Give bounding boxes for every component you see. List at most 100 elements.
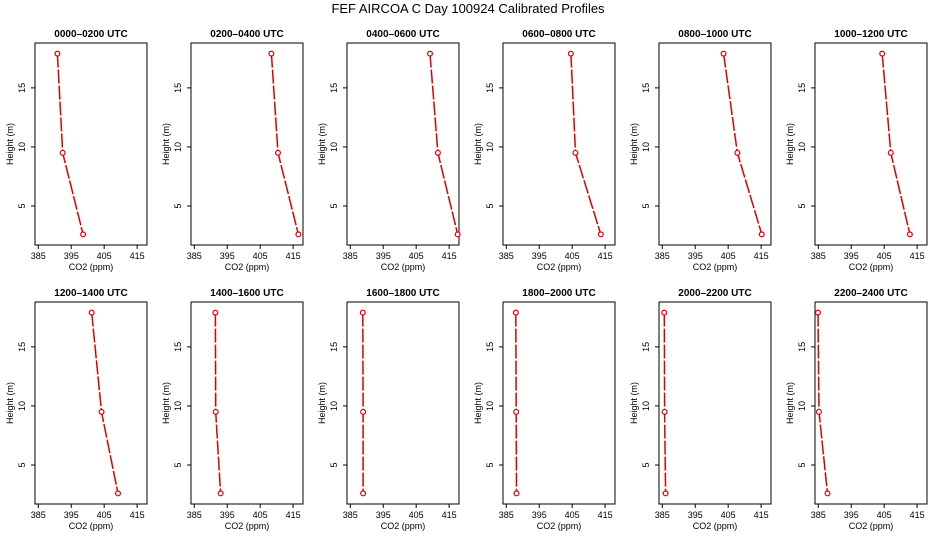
data-point	[274, 149, 281, 156]
data-point	[662, 490, 669, 497]
panel-title: 0200–0400 UTC	[210, 29, 283, 40]
plot-frame	[190, 301, 304, 505]
data-point	[661, 309, 668, 316]
data-point	[54, 50, 61, 57]
panel-title: 0800–1000 UTC	[678, 29, 751, 40]
y-axis-label: Height (m)	[785, 382, 795, 424]
data-point	[454, 231, 461, 238]
x-tick-label: 395	[844, 510, 859, 520]
x-axis-label: CO2 (ppm)	[537, 262, 582, 272]
panel-title: 1600–1800 UTC	[366, 288, 439, 299]
y-tick-label: 15	[641, 83, 651, 93]
data-point	[906, 231, 913, 238]
x-tick-label: 405	[253, 510, 268, 520]
x-tick-label: 405	[565, 251, 580, 261]
x-tick-label: 395	[844, 251, 859, 261]
y-tick-label: 15	[485, 342, 495, 352]
plot-frame	[190, 42, 304, 246]
y-axis-label: Height (m)	[629, 123, 639, 165]
panel-title: 2200–2400 UTC	[834, 288, 907, 299]
y-tick-label: 15	[17, 342, 27, 352]
data-point	[217, 490, 224, 497]
x-tick-label: 385	[655, 510, 670, 520]
plot-frame	[34, 42, 148, 246]
x-tick-label: 405	[721, 251, 736, 261]
y-tick-label: 10	[173, 142, 183, 152]
y-tick-label: 5	[797, 463, 807, 468]
x-tick-label: 395	[688, 510, 703, 520]
profile-line	[881, 53, 911, 235]
data-point	[734, 149, 741, 156]
y-tick-label: 5	[329, 204, 339, 209]
data-point	[80, 231, 87, 238]
panel-title: 1200–1400 UTC	[54, 288, 127, 299]
x-tick-label: 405	[721, 510, 736, 520]
data-point	[597, 231, 604, 238]
x-tick-label: 415	[910, 510, 925, 520]
y-tick-label: 5	[17, 463, 27, 468]
x-tick-label: 385	[811, 251, 826, 261]
y-axis-label: Height (m)	[473, 382, 483, 424]
y-axis-label: Height (m)	[5, 123, 15, 165]
y-axis-label: Height (m)	[473, 123, 483, 165]
y-tick-label: 5	[641, 463, 651, 468]
x-tick-label: 415	[130, 510, 145, 520]
x-tick-label: 395	[220, 510, 235, 520]
panel-title: 1800–2000 UTC	[522, 288, 595, 299]
data-point	[824, 490, 831, 497]
panel-title: 1400–1600 UTC	[210, 288, 283, 299]
y-tick-label: 10	[641, 142, 651, 152]
x-tick-label: 395	[688, 251, 703, 261]
y-tick-label: 10	[329, 142, 339, 152]
x-tick-label: 385	[31, 510, 46, 520]
x-tick-label: 385	[31, 251, 46, 261]
data-point	[758, 231, 765, 238]
profile-line	[570, 53, 602, 235]
x-tick-label: 385	[655, 251, 670, 261]
plot-frame	[34, 301, 148, 505]
y-tick-label: 5	[641, 204, 651, 209]
figure-title: FEF AIRCOA C Day 100924 Calibrated Profi…	[331, 1, 605, 16]
y-tick-label: 10	[797, 142, 807, 152]
y-tick-label: 5	[485, 204, 495, 209]
data-point	[661, 408, 668, 415]
data-point	[572, 149, 579, 156]
data-point	[268, 50, 275, 57]
data-point	[513, 490, 520, 497]
y-tick-label: 15	[329, 83, 339, 93]
x-axis-label: CO2 (ppm)	[69, 521, 114, 531]
panel-title: 0400–0600 UTC	[366, 29, 439, 40]
y-tick-label: 15	[797, 83, 807, 93]
x-tick-label: 405	[877, 510, 892, 520]
data-point	[295, 231, 302, 238]
y-tick-label: 5	[797, 204, 807, 209]
y-tick-label: 5	[485, 463, 495, 468]
x-tick-label: 415	[442, 510, 457, 520]
y-axis-label: Height (m)	[629, 382, 639, 424]
x-tick-label: 405	[877, 251, 892, 261]
x-axis-label: CO2 (ppm)	[693, 262, 738, 272]
plot-frame	[502, 301, 616, 505]
x-tick-label: 415	[598, 251, 613, 261]
data-point	[359, 309, 366, 316]
y-tick-label: 5	[329, 463, 339, 468]
plot-frame	[502, 42, 616, 246]
x-tick-label: 415	[286, 251, 301, 261]
plot-frame	[346, 42, 460, 246]
data-point	[513, 408, 520, 415]
data-point	[59, 149, 66, 156]
x-tick-label: 415	[598, 510, 613, 520]
profile-line	[90, 312, 119, 494]
profile-line	[214, 312, 222, 494]
data-point	[212, 309, 219, 316]
x-axis-label: CO2 (ppm)	[537, 521, 582, 531]
x-axis-label: CO2 (ppm)	[381, 521, 426, 531]
data-point	[98, 408, 105, 415]
data-point	[879, 50, 886, 57]
data-point	[427, 50, 434, 57]
profile-line	[817, 312, 829, 494]
profile-line	[722, 53, 763, 235]
x-tick-label: 395	[64, 510, 79, 520]
data-point	[115, 490, 122, 497]
